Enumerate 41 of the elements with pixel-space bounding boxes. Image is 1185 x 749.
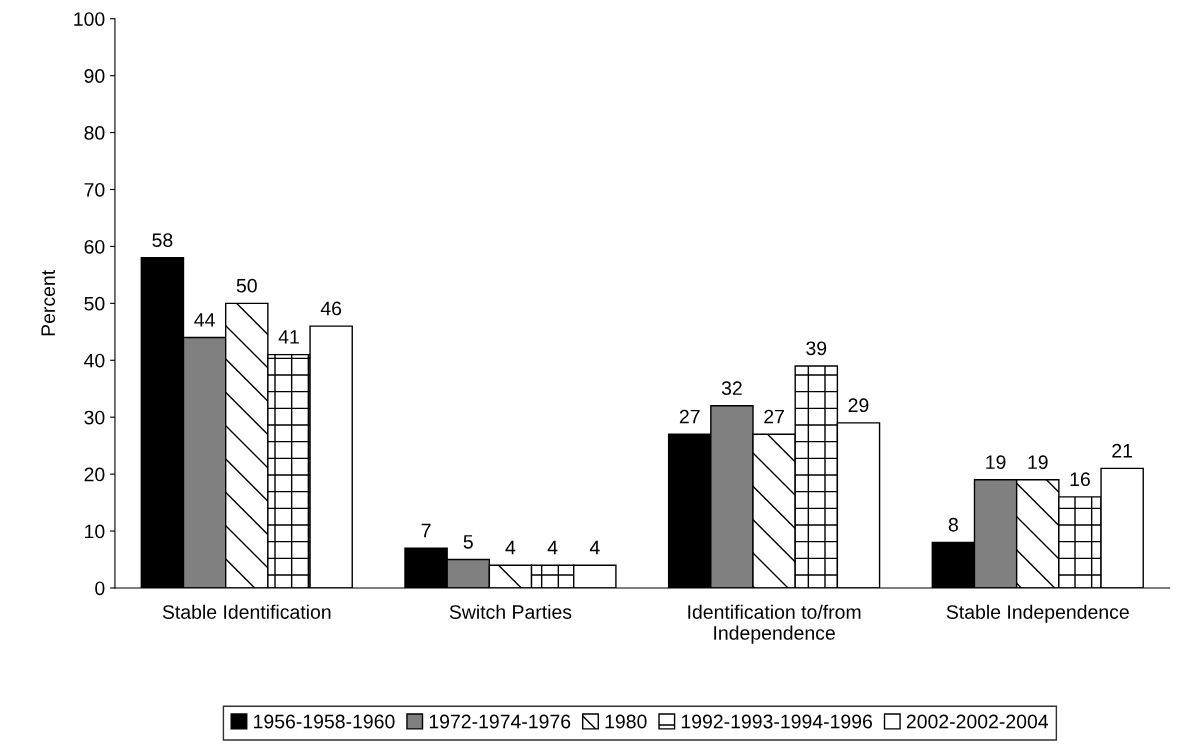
legend-label: 1972-1974-1976 (429, 714, 571, 729)
x-tick-label: Switch Parties (449, 604, 572, 619)
data-label: 27 (679, 409, 700, 424)
y-tick-label: 60 (84, 239, 105, 254)
y-tick-label: 90 (84, 69, 105, 83)
x-tick-label: Stable Independence (946, 604, 1129, 623)
data-label: 8 (948, 517, 958, 532)
y-tick-label: 80 (84, 126, 105, 140)
data-label: 4 (505, 540, 516, 555)
data-label: 39 (806, 341, 827, 356)
data-label: 50 (236, 278, 257, 293)
y-tick-label: 100 (74, 12, 105, 26)
data-label: 16 (1070, 472, 1090, 487)
x-tick-label: Stable Identification (162, 604, 331, 619)
data-label: 58 (152, 233, 173, 248)
data-label: 5 (463, 535, 473, 549)
data-label: 44 (194, 313, 215, 327)
data-label: 4 (589, 540, 600, 555)
data-label: 21 (1112, 443, 1132, 458)
data-label: 41 (278, 330, 299, 344)
data-label: 7 (421, 523, 431, 538)
y-tick-label: 70 (84, 182, 105, 197)
y-tick-label: 50 (84, 296, 105, 311)
data-label: 4 (547, 540, 558, 555)
data-label: 19 (986, 455, 1006, 470)
y-tick-label: 10 (85, 524, 105, 539)
x-tick-label: Identification to/from Independence (688, 604, 861, 644)
data-label: 32 (721, 381, 742, 396)
data-label: 29 (848, 398, 869, 413)
legend-label: 1956-1958-1960 (254, 714, 395, 729)
y-tick-label: 0 (95, 581, 105, 596)
y-tick-label: 30 (84, 410, 105, 425)
data-label: 27 (764, 409, 784, 424)
data-label: 46 (320, 301, 342, 316)
y-tick-label: 40 (84, 353, 105, 368)
y-tick-label: 20 (84, 467, 105, 482)
data-label: 19 (1028, 455, 1048, 470)
y-axis-title: Percent (41, 269, 56, 336)
legend-label: 1980 (605, 714, 647, 729)
legend-label: 1992-1993-1994-1996 (681, 714, 873, 729)
legend-label: 2002-2002-2004 (906, 714, 1049, 729)
